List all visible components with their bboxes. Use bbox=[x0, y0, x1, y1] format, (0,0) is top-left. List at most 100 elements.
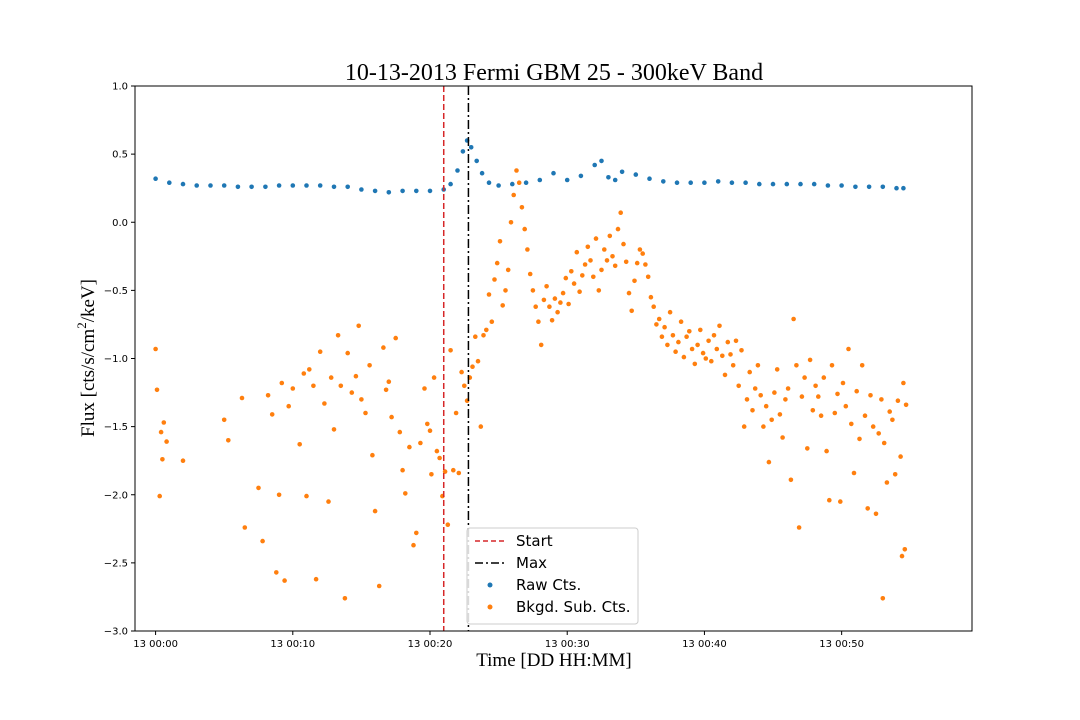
data-point bbox=[780, 435, 785, 440]
data-point bbox=[574, 249, 580, 255]
data-point bbox=[226, 438, 231, 443]
data-point bbox=[265, 393, 271, 398]
data-point bbox=[486, 292, 492, 297]
data-point bbox=[304, 183, 309, 188]
data-point bbox=[859, 363, 865, 368]
x-tick-label: 13 00:30 bbox=[545, 639, 590, 650]
data-point bbox=[645, 274, 651, 280]
data-point bbox=[451, 467, 456, 473]
y-tick-label: −2.5 bbox=[104, 558, 128, 569]
data-point bbox=[757, 181, 762, 187]
data-point bbox=[208, 183, 213, 188]
data-point bbox=[796, 525, 802, 530]
series-raw-counts bbox=[153, 138, 906, 195]
data-point bbox=[276, 492, 282, 498]
data-point bbox=[525, 247, 530, 252]
data-point bbox=[478, 424, 484, 429]
data-point bbox=[687, 329, 692, 334]
data-point bbox=[221, 183, 227, 188]
data-point bbox=[788, 477, 794, 483]
data-point bbox=[549, 318, 555, 323]
data-point bbox=[728, 352, 733, 357]
x-tick-label: 13 00:00 bbox=[133, 639, 178, 650]
data-point bbox=[610, 253, 615, 259]
data-point bbox=[555, 309, 560, 315]
y-axis-label-superscript: 2 bbox=[74, 322, 89, 329]
data-point bbox=[730, 363, 736, 368]
data-point bbox=[473, 334, 478, 340]
data-point bbox=[832, 410, 838, 416]
data-point bbox=[615, 226, 621, 232]
data-point bbox=[530, 288, 536, 293]
data-point bbox=[523, 180, 529, 185]
data-point bbox=[857, 436, 862, 442]
data-point bbox=[596, 288, 602, 293]
data-point bbox=[349, 390, 355, 395]
data-point bbox=[714, 346, 720, 352]
data-point bbox=[437, 455, 442, 461]
data-point bbox=[311, 383, 316, 389]
data-point bbox=[607, 233, 613, 239]
data-point bbox=[290, 183, 296, 188]
data-point bbox=[558, 300, 563, 305]
data-point bbox=[758, 393, 763, 398]
data-point bbox=[514, 168, 519, 173]
y-axis-label: Flux [cts/s/cm2/keV] bbox=[74, 279, 99, 437]
data-point bbox=[892, 472, 898, 477]
data-point bbox=[901, 380, 906, 386]
data-point bbox=[640, 251, 645, 256]
data-point bbox=[577, 289, 582, 295]
data-point bbox=[239, 395, 245, 401]
data-point bbox=[774, 367, 780, 372]
data-point bbox=[717, 323, 722, 329]
data-point bbox=[739, 348, 744, 353]
data-point bbox=[703, 356, 709, 361]
data-point bbox=[588, 258, 593, 263]
data-point bbox=[448, 181, 453, 187]
data-point bbox=[681, 354, 687, 360]
data-point bbox=[494, 260, 500, 266]
data-point bbox=[763, 403, 769, 409]
data-point bbox=[898, 454, 903, 459]
data-point bbox=[459, 369, 464, 375]
data-point bbox=[755, 363, 761, 368]
series-background-subtracted-counts bbox=[153, 168, 909, 601]
data-point bbox=[468, 145, 474, 150]
data-point bbox=[260, 538, 265, 544]
data-point bbox=[602, 247, 607, 252]
data-point bbox=[733, 338, 739, 344]
data-point bbox=[772, 390, 777, 395]
data-point bbox=[846, 346, 851, 352]
data-point bbox=[167, 180, 172, 185]
data-point bbox=[678, 319, 684, 325]
data-point bbox=[750, 408, 755, 413]
data-point bbox=[585, 244, 591, 250]
data-point bbox=[811, 181, 817, 187]
legend-raw-swatch bbox=[487, 582, 493, 588]
data-point bbox=[442, 469, 448, 474]
y-axis-label-unit: /keV] bbox=[78, 279, 99, 322]
data-point bbox=[331, 184, 337, 190]
data-point bbox=[460, 149, 466, 154]
data-point bbox=[393, 335, 399, 341]
data-point bbox=[890, 417, 895, 423]
data-point bbox=[647, 176, 652, 181]
data-point bbox=[345, 350, 351, 356]
data-point bbox=[322, 401, 327, 406]
plot-frame bbox=[134, 85, 973, 632]
data-point bbox=[445, 522, 451, 527]
data-point bbox=[505, 267, 511, 273]
data-point bbox=[282, 578, 287, 583]
data-point bbox=[674, 180, 680, 185]
data-point bbox=[338, 383, 344, 389]
data-point bbox=[684, 334, 689, 340]
data-point bbox=[422, 386, 427, 391]
data-point bbox=[221, 417, 227, 423]
legend: Start Max Raw Cts. Bkgd. Sub. Cts. bbox=[466, 527, 639, 625]
data-point bbox=[551, 170, 556, 176]
data-point bbox=[621, 241, 626, 247]
data-point bbox=[880, 184, 886, 190]
data-point bbox=[519, 205, 525, 210]
data-point bbox=[879, 397, 884, 402]
